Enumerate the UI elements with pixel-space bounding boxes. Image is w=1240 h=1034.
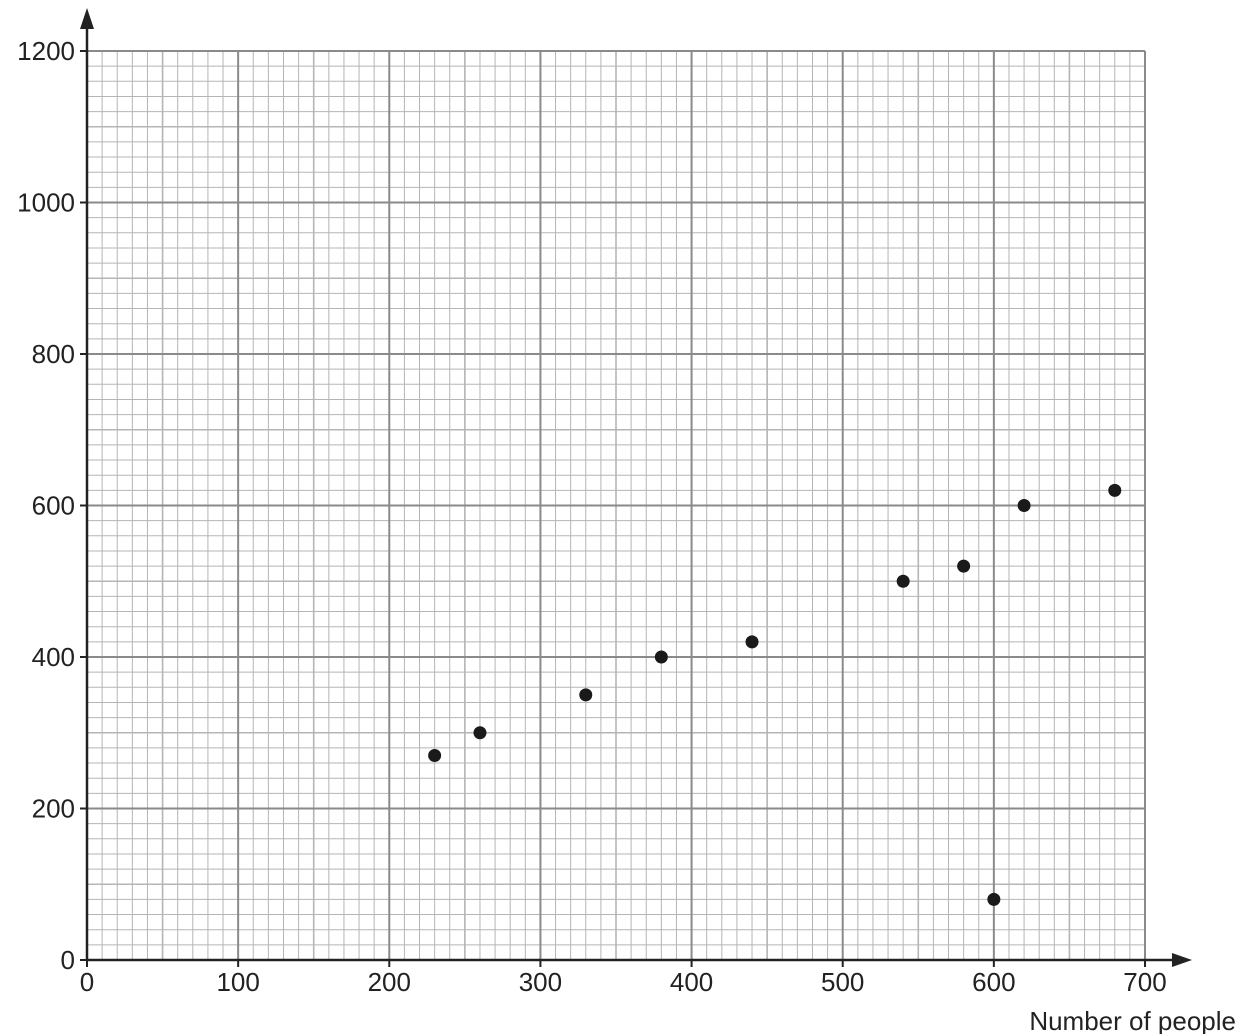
x-tick-label: 600: [972, 967, 1015, 997]
scatter-point: [428, 748, 442, 762]
scatter-point: [745, 635, 759, 649]
major-gridlines: [87, 50, 1146, 960]
y-axis-arrow-icon: [80, 8, 94, 29]
y-tick-label: 800: [32, 339, 75, 369]
x-axis-label: Number of people: [1029, 1006, 1236, 1034]
x-tick-label: 400: [670, 967, 713, 997]
x-tick-label: 500: [821, 967, 864, 997]
y-tick-label: 1000: [17, 188, 75, 218]
x-tick-label: 100: [216, 967, 259, 997]
scatter-point: [957, 559, 971, 573]
data-points: [428, 483, 1122, 906]
y-tick-label: 0: [61, 945, 75, 975]
axes: [80, 8, 1192, 967]
scatter-point: [1017, 499, 1031, 512]
y-tick-label: 400: [32, 642, 75, 672]
y-tick-label: 600: [32, 491, 75, 521]
x-tick-label: 700: [1123, 967, 1166, 997]
scatter-point: [579, 688, 593, 702]
scatter-point: [654, 650, 668, 664]
x-axis-arrow-icon: [1172, 953, 1192, 967]
y-tick-label: 200: [32, 794, 75, 824]
scatter-point: [987, 892, 1001, 906]
x-tick-label: 0: [80, 967, 94, 997]
y-tick-label: 1200: [17, 36, 75, 66]
tick-labels: 0 100 200 300 400 500 600 700 0 200 400 600 800 1000 1…: [17, 36, 1167, 997]
scatter-point: [896, 574, 910, 588]
x-tick-label: 200: [368, 967, 411, 997]
scatter-point: [1108, 483, 1122, 497]
x-tick-label: 300: [519, 967, 562, 997]
scatter-point: [473, 726, 487, 740]
